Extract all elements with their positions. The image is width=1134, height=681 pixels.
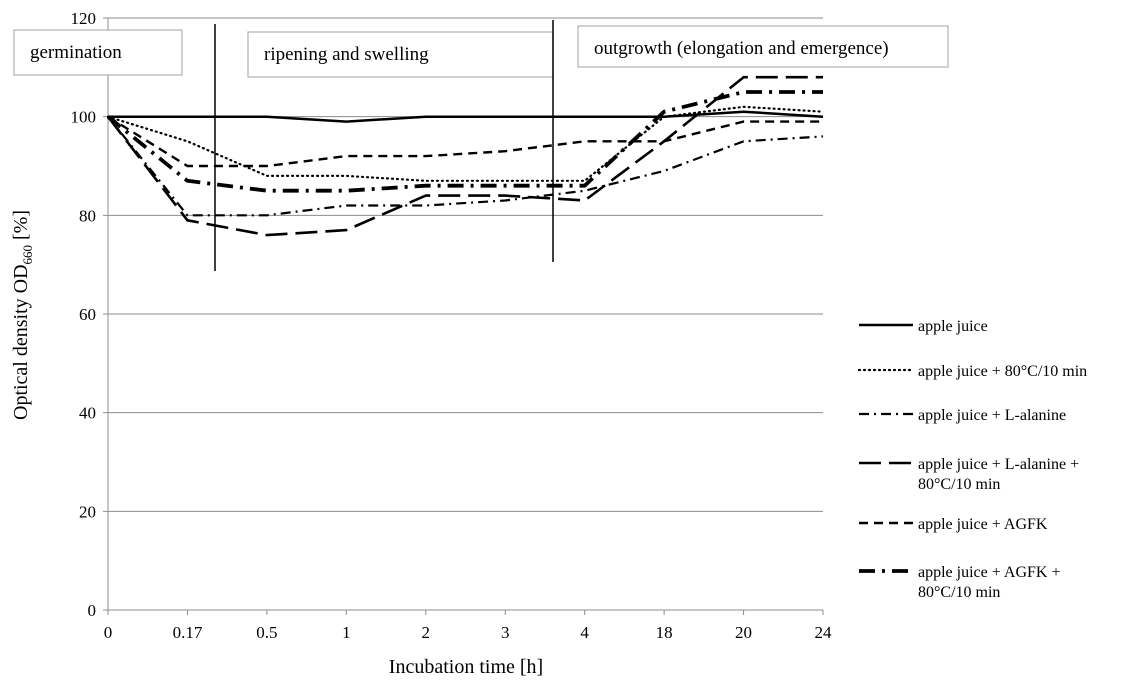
legend-label-6: apple juice + AGFK + 80°C/10 min: [918, 564, 1060, 601]
y-tick-label-20: 20: [79, 502, 96, 521]
y-axis-ticks: 0 20 40 60 80 100 120: [71, 9, 108, 620]
legend-label-1-line-1: apple juice: [918, 318, 988, 335]
x-tick-label-7: 18: [656, 623, 673, 642]
phase-label-1: germination: [30, 42, 122, 63]
y-tick-label-120: 120: [71, 9, 97, 28]
series-line-6: [106, 90, 823, 193]
y-tick-label-60: 60: [79, 305, 96, 324]
y-axis-title-subscript: 660: [20, 245, 35, 265]
series-lines: [106, 75, 825, 237]
series-line-4: [106, 75, 823, 237]
x-axis-ticks: 0 0.17 0.5 1 2 3 4 18 20 24: [104, 610, 832, 642]
x-tick-label-0: 0: [104, 623, 113, 642]
legend-label-4-line-1: apple juice + L-alanine +: [918, 456, 1079, 473]
y-tick-label-100: 100: [71, 108, 97, 127]
x-axis-title: Incubation time [h]: [389, 656, 543, 678]
phase-annotations: germination ripening and swelling outgrowt…: [13, 20, 949, 271]
legend-label-3: apple juice + L-alanine: [918, 407, 1066, 424]
phase-box-1: [13, 29, 183, 76]
x-tick-label-6: 4: [580, 623, 589, 642]
y-axis-title-unit: [%]: [10, 210, 32, 245]
x-tick-label-8: 20: [735, 623, 752, 642]
y-axis-title: Optical density OD660 [%]: [10, 210, 35, 420]
series-line-1: [108, 110, 824, 123]
x-tick-label-9: 24: [815, 623, 833, 642]
legend-label-4: apple juice + L-alanine + 80°C/10 min: [918, 456, 1079, 493]
legend-label-5: apple juice + AGFK: [918, 516, 1048, 533]
legend-label-2: apple juice + 80°C/10 min: [918, 363, 1087, 380]
y-axis-title-main: Optical density OD: [10, 264, 32, 420]
legend-label-6-line-2: 80°C/10 min: [918, 584, 1000, 601]
phase-box-3: [577, 25, 949, 68]
series-line-3: [107, 116, 824, 217]
legend-label-4-line-2: 80°C/10 min: [918, 476, 1000, 493]
x-tick-label-2: 0.5: [256, 623, 277, 642]
legend-label-1: apple juice: [918, 318, 988, 335]
y-tick-label-0: 0: [88, 601, 97, 620]
y-tick-label-80: 80: [79, 206, 96, 225]
phase-label-3: outgrowth (elongation and emergence): [594, 38, 889, 59]
x-tick-label-3: 1: [342, 623, 351, 642]
x-tick-label-4: 2: [422, 623, 431, 642]
series-line-2: [106, 105, 825, 182]
legend-label-2-line-1: apple juice + 80°C/10 min: [918, 363, 1087, 380]
phase-box-2: [247, 31, 554, 78]
x-tick-label-1: 0.17: [173, 623, 203, 642]
legend-label-3-line-1: apple juice + L-alanine: [918, 407, 1066, 424]
legend: apple juice apple juice + 80°C/10 min appl…: [857, 318, 1087, 601]
legend-label-5-line-1: apple juice + AGFK: [918, 516, 1048, 533]
legend-label-6-line-1: apple juice + AGFK +: [918, 564, 1060, 581]
y-tick-label-40: 40: [79, 404, 96, 423]
x-tick-label-5: 3: [501, 623, 510, 642]
phase-label-2: ripening and swelling: [264, 44, 429, 65]
